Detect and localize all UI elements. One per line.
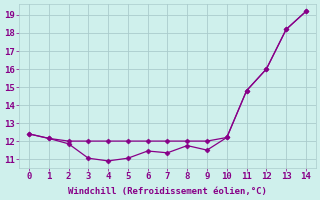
X-axis label: Windchill (Refroidissement éolien,°C): Windchill (Refroidissement éolien,°C) bbox=[68, 187, 267, 196]
